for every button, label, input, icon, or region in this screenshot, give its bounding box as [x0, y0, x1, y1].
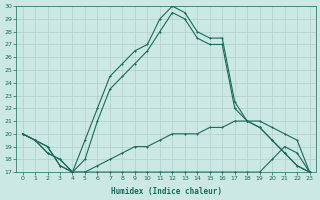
X-axis label: Humidex (Indice chaleur): Humidex (Indice chaleur): [111, 187, 221, 196]
